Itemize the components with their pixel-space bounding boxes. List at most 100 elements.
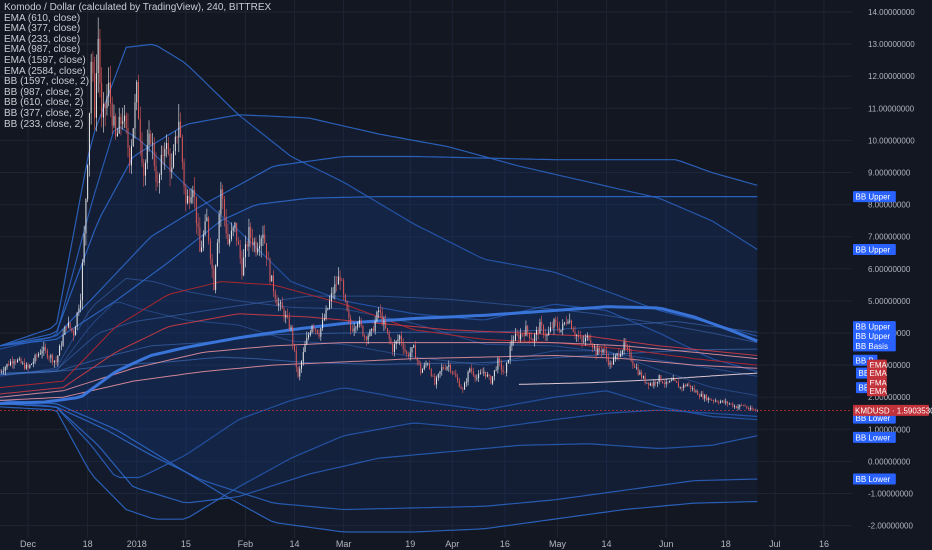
legend-item[interactable]: EMA (1597, close) bbox=[4, 54, 86, 66]
candle-body bbox=[141, 140, 143, 163]
candle-body bbox=[299, 368, 301, 377]
chart-title: Komodo / Dollar (calculated by TradingVi… bbox=[4, 2, 272, 13]
legend-item[interactable]: BB (610, close, 2) bbox=[4, 97, 84, 109]
legend-item[interactable]: EMA (2584, close) bbox=[4, 65, 86, 77]
candle-body bbox=[43, 347, 45, 351]
candle-body bbox=[97, 38, 99, 74]
candle-body bbox=[585, 337, 587, 342]
candle-body bbox=[146, 144, 148, 164]
candle-body bbox=[471, 368, 473, 372]
candle-body bbox=[178, 121, 180, 138]
candle-body bbox=[430, 369, 432, 377]
legend-item[interactable]: BB (377, close, 2) bbox=[4, 107, 84, 119]
legend-item[interactable]: EMA (377, close) bbox=[4, 23, 81, 35]
axis-tag bbox=[853, 340, 896, 352]
x-axis-tick-label: Dec bbox=[20, 539, 37, 549]
candle-body bbox=[11, 361, 13, 364]
candle-body bbox=[187, 196, 189, 204]
legend-item[interactable]: EMA (610, close) bbox=[4, 12, 81, 24]
candle-body bbox=[337, 276, 339, 285]
candle-body bbox=[371, 328, 373, 331]
x-axis-tick-label: 16 bbox=[500, 539, 510, 549]
candle-body bbox=[208, 217, 210, 241]
candle-body bbox=[316, 329, 318, 334]
candle-body bbox=[216, 242, 218, 266]
x-axis-tick-label: 16 bbox=[819, 539, 829, 549]
candle-body bbox=[464, 383, 466, 390]
candle-body bbox=[549, 327, 551, 332]
candle-body bbox=[672, 378, 674, 381]
candle-body bbox=[439, 371, 441, 374]
candle-body bbox=[343, 280, 345, 295]
candle-body bbox=[495, 369, 497, 371]
x-axis-tick-label: 18 bbox=[721, 539, 731, 549]
candle-body bbox=[530, 338, 532, 340]
candle-body bbox=[10, 361, 12, 366]
candle-body bbox=[60, 345, 62, 347]
candle-body bbox=[571, 320, 573, 329]
candle-body bbox=[436, 377, 438, 385]
candle-body bbox=[406, 351, 408, 355]
bollinger-upper-line bbox=[0, 155, 758, 347]
candle-body bbox=[88, 113, 90, 166]
candle-body bbox=[139, 119, 141, 141]
candle-body bbox=[460, 386, 462, 389]
candle-body bbox=[720, 401, 722, 403]
candle-body bbox=[711, 400, 713, 401]
candle-body bbox=[369, 330, 371, 336]
candle-body bbox=[734, 405, 736, 407]
candle-body bbox=[679, 387, 681, 388]
candle-body bbox=[271, 275, 273, 282]
y-axis-tick-label: 6.00000000 bbox=[868, 265, 911, 274]
candle-body bbox=[583, 341, 585, 342]
legend-item[interactable]: BB (987, close, 2) bbox=[4, 86, 84, 98]
bollinger-upper-line bbox=[0, 43, 758, 347]
axis-tag-label: BB Lower bbox=[856, 433, 891, 442]
candle-body bbox=[728, 403, 730, 405]
y-axis-tick-label: 13.00000000 bbox=[868, 40, 915, 49]
candle-body bbox=[143, 162, 145, 176]
candle-body bbox=[395, 341, 397, 345]
legend-item[interactable]: EMA (233, close) bbox=[4, 33, 81, 45]
candle-body bbox=[330, 293, 332, 301]
candle-body bbox=[718, 401, 720, 403]
ema-line bbox=[0, 313, 758, 395]
candle-body bbox=[295, 350, 297, 368]
y-axis-tick-label: 0.00000000 bbox=[868, 457, 911, 466]
candle-body bbox=[1, 371, 3, 373]
candle-body bbox=[55, 360, 57, 363]
candle-body bbox=[393, 344, 395, 352]
candle-body bbox=[276, 298, 278, 306]
legend-item[interactable]: BB (1597, close, 2) bbox=[4, 76, 90, 88]
candle-body bbox=[721, 400, 723, 402]
candle-body bbox=[616, 353, 618, 356]
candle-body bbox=[265, 243, 267, 259]
candle-body bbox=[239, 244, 241, 259]
candle-body bbox=[628, 349, 630, 353]
candle-body bbox=[532, 339, 534, 342]
candle-body bbox=[244, 244, 246, 258]
candle-body bbox=[46, 350, 48, 358]
candle-body bbox=[386, 328, 388, 333]
candle-body bbox=[560, 329, 562, 332]
candle-body bbox=[486, 374, 488, 377]
candle-body bbox=[162, 154, 164, 156]
candle-body bbox=[739, 404, 741, 407]
candle-body bbox=[651, 383, 653, 386]
candle-body bbox=[329, 300, 331, 309]
legend-item[interactable]: BB (233, close, 2) bbox=[4, 118, 84, 130]
candle-body bbox=[448, 365, 450, 367]
x-axis-tick-label: 19 bbox=[405, 539, 415, 549]
bollinger-basis-line bbox=[0, 295, 758, 376]
candle-body bbox=[698, 395, 700, 397]
x-axis-tick-label: Feb bbox=[238, 539, 254, 549]
candle-body bbox=[506, 362, 508, 373]
y-axis-tick-label: 10.00000000 bbox=[868, 136, 915, 145]
candle-body bbox=[472, 371, 474, 376]
candle-body bbox=[74, 326, 76, 336]
candle-body bbox=[681, 387, 683, 388]
legend-item[interactable]: EMA (987, close) bbox=[4, 44, 81, 56]
candle-body bbox=[134, 102, 136, 129]
